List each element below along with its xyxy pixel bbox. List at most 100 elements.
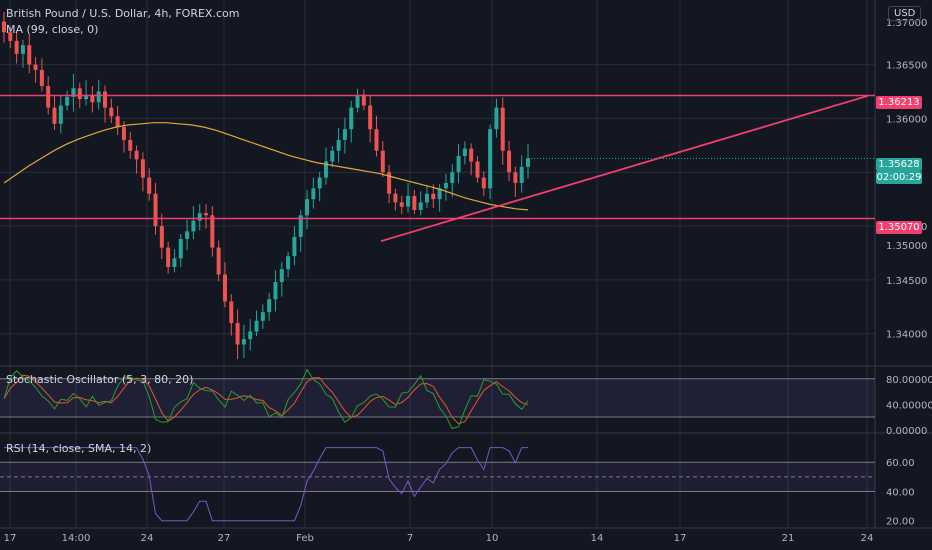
stochastic-d-line: [3, 374, 529, 425]
candle-body: [260, 312, 265, 321]
x-tick-label: Feb: [296, 533, 314, 544]
x-tick-label: 27: [218, 533, 231, 544]
candle-body: [65, 96, 70, 106]
candle-body: [305, 199, 310, 216]
candle-body: [210, 215, 215, 248]
candle-body: [191, 220, 196, 232]
candle-body: [273, 282, 278, 300]
candle-body: [387, 172, 392, 194]
candle-body: [185, 231, 190, 239]
candle-body: [121, 127, 126, 140]
currency-badge[interactable]: USD: [888, 6, 922, 21]
candle-body: [469, 148, 474, 162]
x-tick-label: 17: [674, 533, 687, 544]
x-tick-label: 14: [591, 533, 604, 544]
stochastic-tick-label: 80.00000: [886, 375, 932, 386]
ma-label: MA (99, close, 0): [6, 23, 99, 36]
countdown-tag: 02:00:29: [876, 171, 922, 184]
x-tick-label: 24: [141, 533, 154, 544]
candle-body: [507, 150, 512, 173]
candle-body: [71, 88, 76, 97]
stochastic-tick-label: 40.00000: [886, 400, 932, 411]
candle-body: [267, 299, 272, 313]
y-tick-label: 1.35000: [886, 241, 927, 252]
candle-body: [298, 215, 303, 237]
candle-body: [229, 301, 234, 323]
last-price-tag: 1.35628: [876, 158, 922, 171]
candle-body: [311, 188, 316, 200]
stochastic-title: Stochastic Oscillator (5, 3, 80, 20): [6, 373, 194, 386]
candle-body: [500, 107, 505, 151]
stochastic-k-line: [3, 368, 529, 430]
candle-body: [77, 88, 82, 100]
candle-body: [374, 129, 379, 151]
candle-body: [443, 183, 448, 189]
candle-body: [336, 139, 341, 151]
symbol-title: British Pound / U.S. Dollar, 4h, FOREX.c…: [6, 7, 240, 20]
candle-body: [140, 159, 145, 178]
candle-body: [172, 258, 177, 267]
y-tick-label: 1.37000: [886, 18, 927, 29]
x-tick-label: 14:00: [62, 533, 91, 544]
candle-body: [147, 177, 152, 194]
x-tick-label: 24: [861, 533, 874, 544]
x-tick-label: 7: [407, 533, 413, 544]
candle-body: [96, 91, 101, 103]
candle-body: [494, 107, 499, 130]
candle-body: [2, 21, 6, 33]
candle-body: [361, 94, 366, 106]
candle-body: [254, 320, 259, 332]
candle-body: [222, 274, 227, 302]
candle-body: [393, 193, 398, 203]
x-tick-label: 10: [486, 533, 499, 544]
candle-body: [52, 107, 57, 124]
y-tick-label: 1.34500: [886, 276, 927, 287]
candle-body: [153, 193, 158, 227]
x-tick-label: 17: [4, 533, 17, 544]
y-tick-label: 1.36000: [886, 114, 927, 125]
y-tick-label: 1.34000: [886, 330, 927, 341]
candle-body: [204, 213, 209, 216]
candle-body: [437, 188, 442, 200]
stochastic-band: [0, 378, 875, 418]
stochastic-tick-label: 0.00000: [886, 426, 927, 437]
candle-body: [488, 129, 493, 189]
x-tick-label: 21: [782, 533, 795, 544]
candle-body: [519, 166, 524, 183]
candle-body: [115, 116, 120, 128]
candle-body: [462, 148, 467, 157]
candle-body: [14, 40, 19, 54]
candle-body: [58, 105, 63, 124]
candle-body: [412, 195, 417, 210]
candle-body: [424, 193, 429, 203]
candle-body: [330, 150, 335, 162]
candle-body: [481, 177, 486, 189]
candle-body: [368, 105, 373, 130]
candle-body: [513, 172, 518, 183]
rsi-tick-label: 60.00: [886, 458, 915, 469]
candle-body: [248, 331, 253, 340]
rsi-title: RSI (14, close, SMA, 14, 2): [6, 442, 152, 455]
candle-body: [406, 195, 411, 207]
moving-average-line: [3, 122, 529, 211]
candle-body: [526, 158, 530, 167]
candle-body: [134, 150, 139, 160]
candle-body: [342, 129, 347, 140]
candle-body: [33, 64, 38, 70]
candle-body: [292, 236, 297, 257]
candle-body: [103, 91, 108, 108]
candle-body: [279, 269, 284, 283]
rsi-tick-label: 20.00: [886, 517, 915, 528]
candle-body: [90, 94, 95, 103]
trend-line: [380, 94, 869, 242]
rsi-line: [4, 447, 528, 522]
candle-body: [235, 322, 240, 345]
candle-body: [8, 32, 13, 41]
candle-body: [20, 45, 25, 54]
candle-body: [355, 94, 360, 108]
candle-body: [46, 86, 51, 108]
level-tag-lower: 1.35070: [876, 221, 922, 234]
candle-body: [475, 161, 480, 178]
